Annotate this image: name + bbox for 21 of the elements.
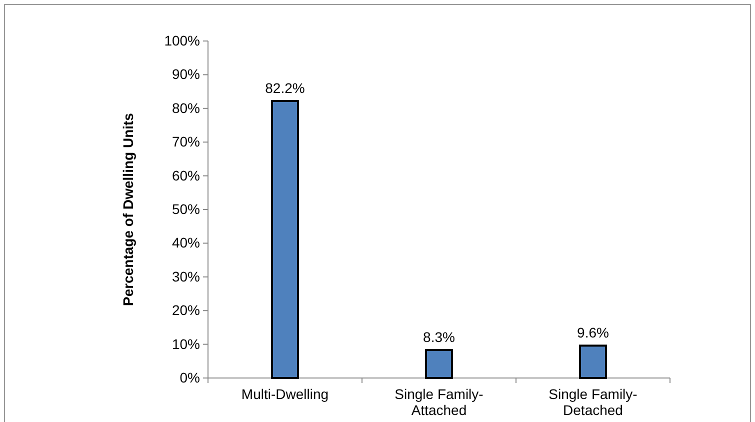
y-tick-label: 60% bbox=[172, 167, 200, 184]
data-label: 9.6% bbox=[577, 324, 609, 341]
bar bbox=[425, 349, 453, 379]
y-tick-label: 70% bbox=[172, 134, 200, 150]
y-tick-label: 50% bbox=[172, 200, 200, 217]
x-tick-label: Multi-Dwelling bbox=[241, 386, 329, 402]
y-tick-label: 10% bbox=[172, 336, 200, 352]
y-tick-label: 80% bbox=[172, 100, 200, 116]
data-label: 8.3% bbox=[423, 329, 455, 346]
x-tick-label: Single Family-Detached bbox=[548, 386, 638, 418]
y-tick-label: 90% bbox=[172, 66, 200, 82]
bar bbox=[579, 344, 607, 379]
y-tick-label: 0% bbox=[180, 369, 200, 386]
x-tick-label: Single Family-Attached bbox=[394, 386, 484, 418]
bar bbox=[271, 100, 299, 379]
y-tick-label: 100% bbox=[164, 32, 200, 48]
y-axis-title: Percentage of Dwelling Units bbox=[120, 112, 136, 306]
y-tick-label: 20% bbox=[172, 302, 200, 318]
y-tick-label: 30% bbox=[172, 268, 200, 284]
y-tick-label: 40% bbox=[172, 234, 200, 251]
data-label: 82.2% bbox=[265, 80, 305, 96]
